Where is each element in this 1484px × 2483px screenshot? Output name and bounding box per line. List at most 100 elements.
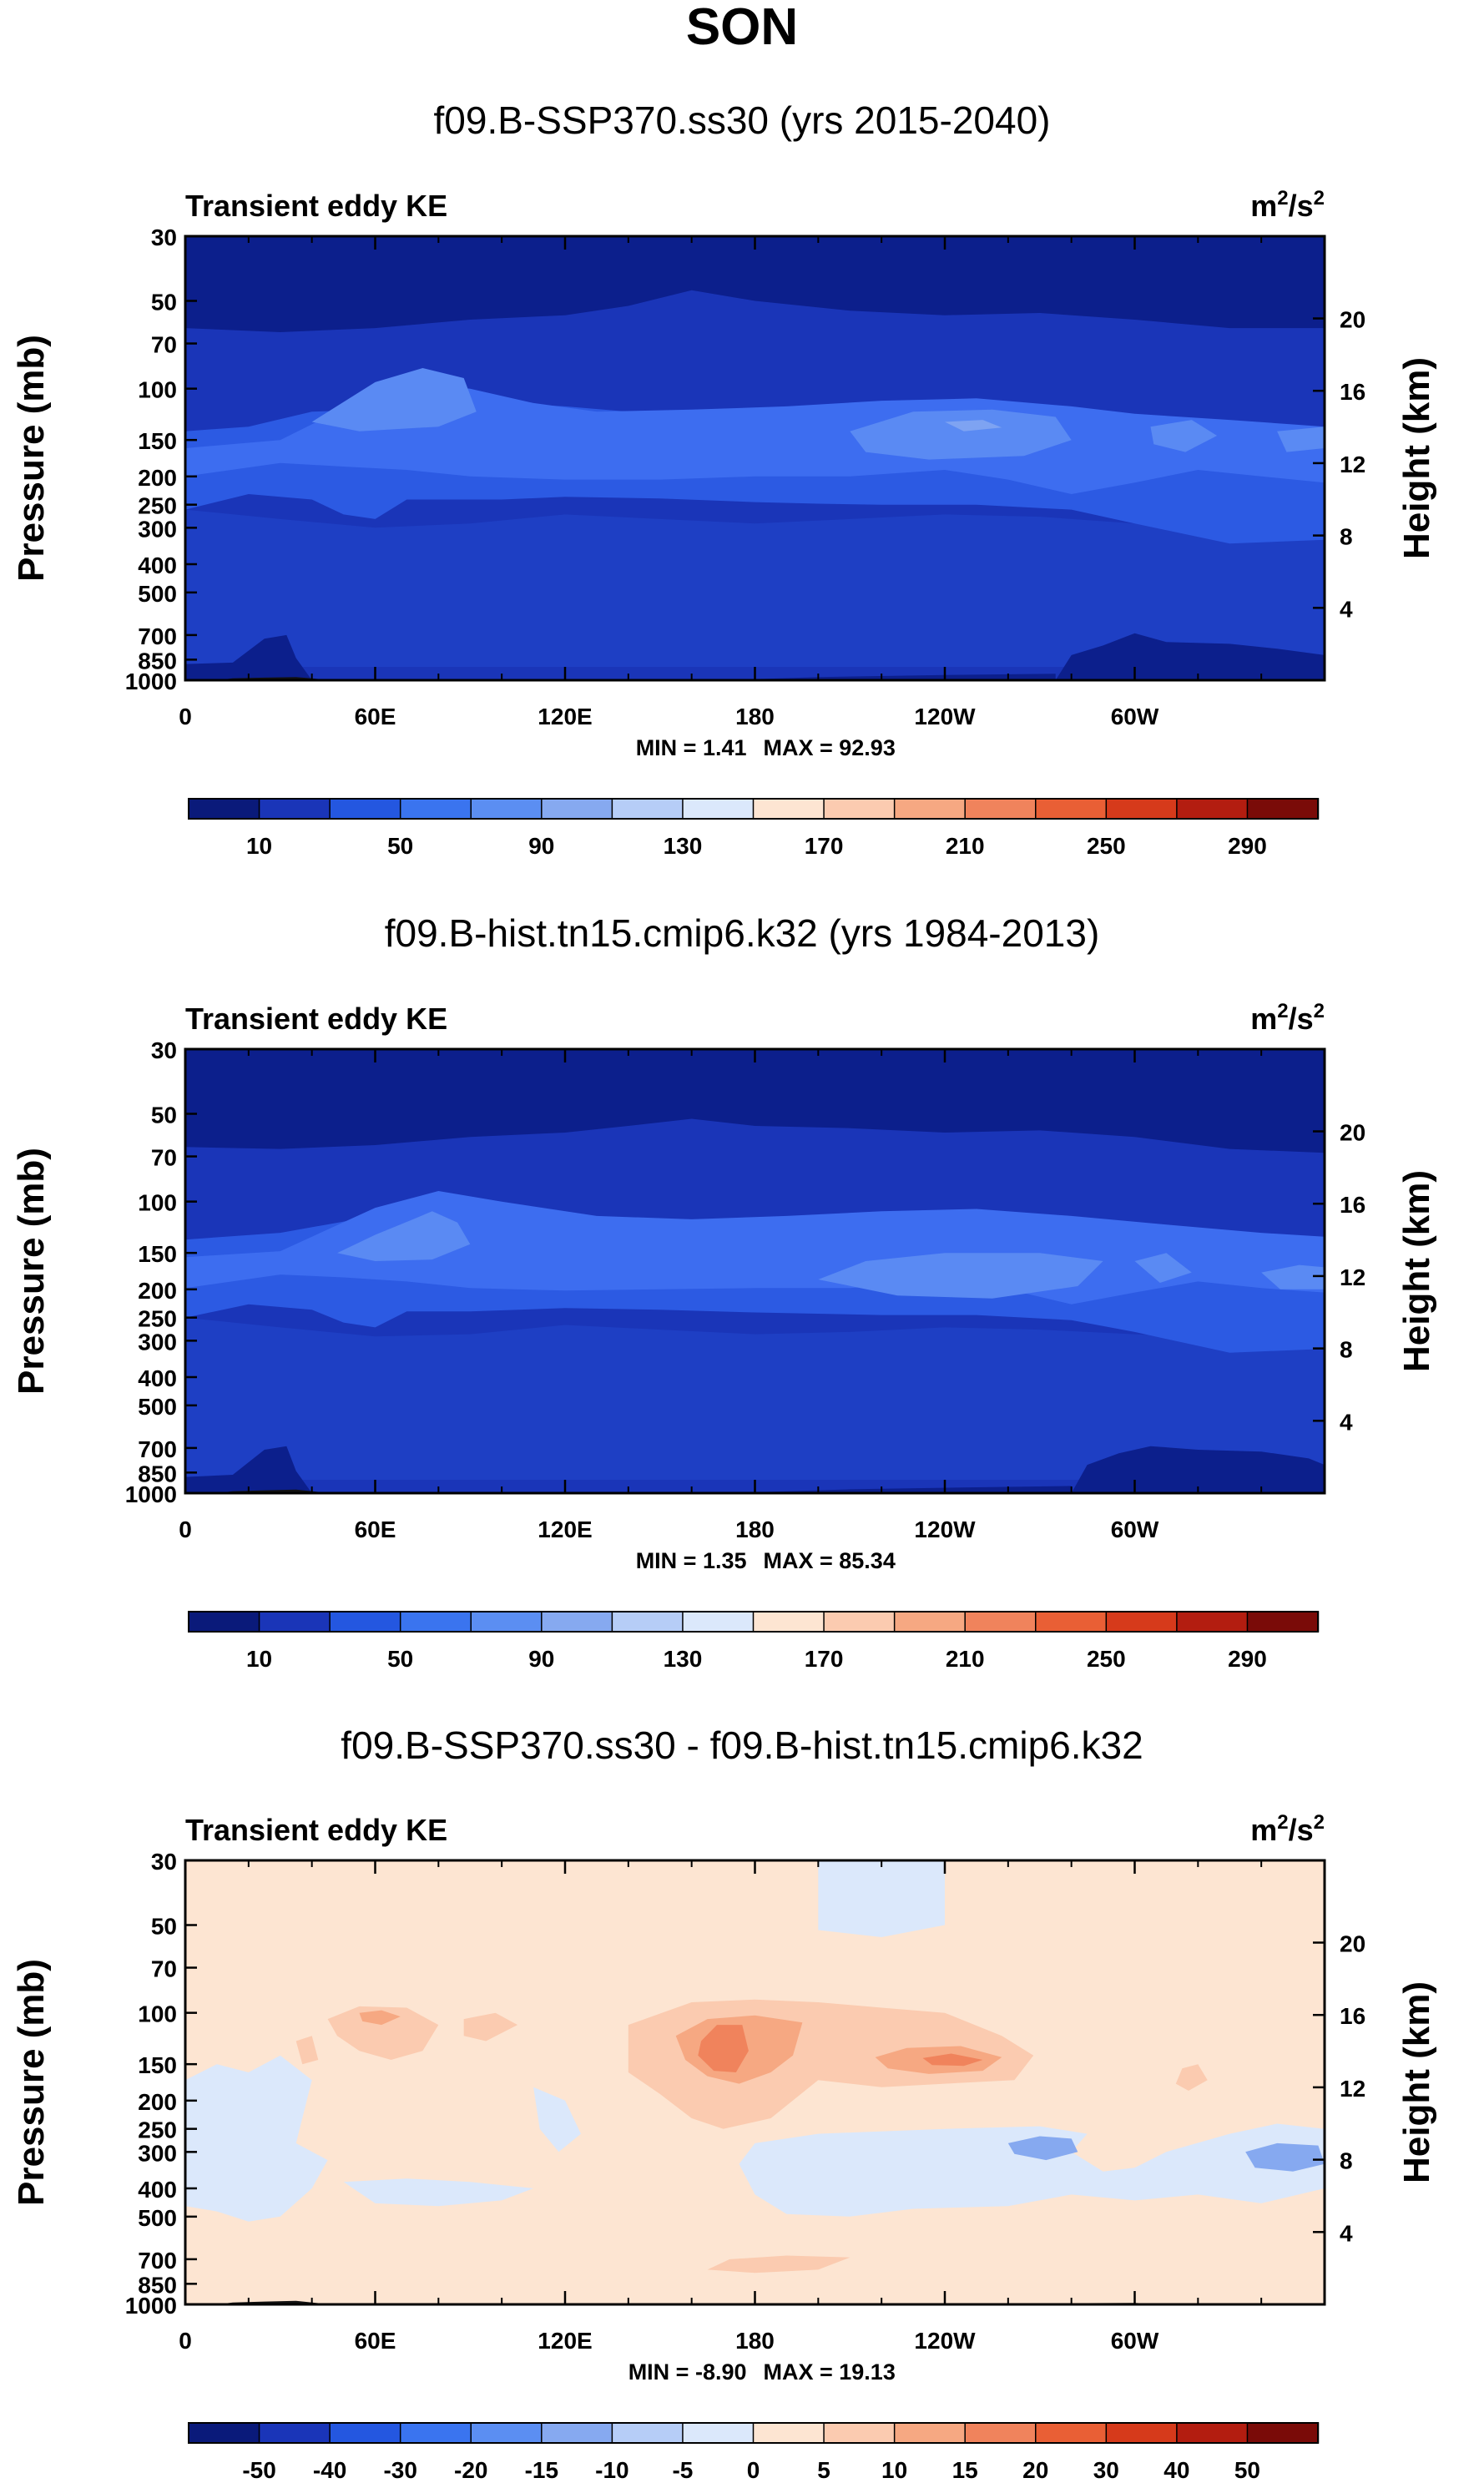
height-tick-label: 8 [1340,1337,1353,1363]
colorbar-box [1035,2422,1108,2444]
contour-region [295,2036,319,2065]
pressure-tick-label: 1000 [125,2293,177,2319]
colorbar-label: 0 [747,2457,760,2483]
colorbar-label: 50 [387,833,413,859]
panel-title: f09.B-hist.tn15.cmip6.k32 (yrs 1984-2013… [385,911,1100,955]
pressure-tick-label: 400 [138,553,177,578]
colorbar-box [399,798,472,820]
height-tick-label: 8 [1340,2148,1353,2174]
height-tick-label: 16 [1340,2003,1365,2029]
colorbar-box [258,1611,331,1633]
colorbar-label: -5 [672,2457,693,2483]
height-tick-label: 12 [1340,2076,1365,2102]
units-label: m2/s2 [1250,1811,1325,1847]
colorbar-label: 130 [664,833,703,859]
colorbar-label: 250 [1087,833,1126,859]
contour-region [818,1860,945,1937]
units-exponent: 2 [1277,1000,1288,1022]
units-exponent: 2 [1277,1811,1288,1834]
colorbar-box [611,2422,684,2444]
height-axis-title: Height (km) [1396,1981,1437,2183]
pressure-axis-title: Pressure (mb) [11,335,52,582]
contour-region [1175,2064,1208,2091]
pressure-tick-label: 150 [138,428,177,454]
contour-region [818,1253,1103,1299]
pressure-tick-label: 50 [151,1103,177,1128]
colorbar-box [611,798,684,820]
colorbar-box [682,2422,755,2444]
pressure-tick-label: 70 [151,1956,177,1982]
panel-title: f09.B-SSP370.ss30 - f09.B-hist.tn15.cmip… [341,1723,1143,1767]
colorbar-box [188,2422,260,2444]
pressure-tick-label: 850 [138,2272,177,2298]
colorbar-label: 250 [1087,1646,1126,1672]
pressure-tick-label: 1000 [125,1481,177,1507]
contour-region [1055,633,1325,680]
colorbar-label: -40 [313,2457,346,2483]
lon-tick-label: 60E [355,704,396,729]
lon-tick-label: 60W [1111,2328,1159,2354]
height-axis-title: Height (km) [1396,357,1437,559]
height-tick-label: 20 [1340,307,1365,333]
height-tick-label: 12 [1340,452,1365,477]
colorbar-box [893,798,967,820]
colorbar-label: 30 [1093,2457,1119,2483]
units-base: m [1250,1002,1277,1036]
colorbar-box [541,1611,613,1633]
pressure-tick-label: 1000 [125,669,177,694]
colorbar-label: 50 [387,1646,413,1672]
pressure-tick-label: 300 [138,516,177,542]
contour-region [311,368,477,431]
colorbar-box [611,1611,684,1633]
colorbar-box [752,798,825,820]
colorbar-label: 20 [1022,2457,1048,2483]
colorbar-label: -10 [595,2457,628,2483]
contour-region [723,674,1056,680]
colorbar-box [399,1611,472,1633]
pressure-tick-label: 700 [138,2248,177,2274]
lon-tick-label: 60E [355,1517,396,1542]
pressure-tick-label: 150 [138,1241,177,1267]
pressure-tick-label: 30 [151,1037,177,1063]
units-label: m2/s2 [1250,1000,1325,1036]
colorbar-box [682,798,755,820]
contour-region [739,2123,1325,2217]
panels: f09.B-SSP370.ss30 (yrs 2015-2040) Transie… [11,98,1437,2483]
units-label: m2/s2 [1250,187,1325,223]
colorbar-label: 5 [817,2457,830,2483]
pressure-tick-label: 100 [138,1190,177,1216]
colorbar-label: 40 [1163,2457,1189,2483]
colorbar-box [399,2422,472,2444]
colorbar-box [1176,2422,1249,2444]
colorbar-box [1246,2422,1320,2444]
contour-region [698,2025,749,2072]
contour-region [1261,1264,1325,1289]
height-tick-label: 20 [1340,1120,1365,1146]
contour-region [337,1211,471,1261]
colorbar-frame [188,798,1319,820]
lon-tick-label: 120E [538,2328,592,2354]
pressure-tick-label: 700 [138,1436,177,1462]
height-axis-title: Height (km) [1396,1170,1437,1372]
colorbar-box [823,1611,896,1633]
colorbar-label: 10 [246,1646,272,1672]
units-exponent: 2 [1314,1000,1325,1022]
season-title: SON [686,0,798,56]
colorbar-box [893,1611,967,1633]
min-label: MIN = 1.41 [636,735,747,760]
lon-tick-label: 0 [179,2328,192,2354]
max-label: MAX = 19.13 [764,2359,896,2385]
colorbar-box [1105,798,1179,820]
lon-tick-label: 0 [179,1517,192,1542]
units-exponent: 2 [1314,187,1325,209]
colorbar-box [541,798,613,820]
height-tick-label: 20 [1340,1931,1365,1957]
lon-tick-label: 120E [538,704,592,729]
contour-region [359,2010,401,2026]
pressure-tick-label: 200 [138,2089,177,2115]
colorbar-label: 90 [528,833,554,859]
colorbar-box [258,798,331,820]
panel-3: f09.B-SSP370.ss30 - f09.B-hist.tn15.cmip… [11,1723,1437,2483]
height-tick-label: 4 [1340,2220,1353,2246]
colorbar-box [258,2422,331,2444]
